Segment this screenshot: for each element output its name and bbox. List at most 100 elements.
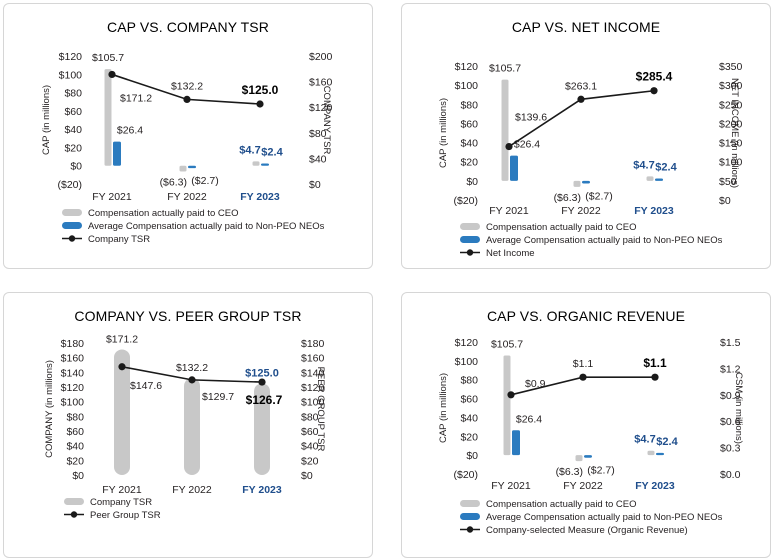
- y2-tick-label: $60: [301, 426, 319, 438]
- y2-tick-label: $80: [301, 411, 319, 423]
- y-tick-label: $0: [70, 161, 82, 173]
- category-label: FY 2022: [167, 191, 207, 203]
- line-point: [577, 95, 585, 103]
- category-label: FY 2021: [92, 191, 132, 203]
- y-tick-label: $100: [61, 397, 85, 409]
- y2-tick-label: $160: [301, 353, 325, 365]
- y-tick-label: $0: [466, 450, 478, 462]
- category-label: FY 2022: [563, 480, 603, 492]
- y2-tick-label: $0.0: [720, 469, 741, 481]
- bar-ceo-2: [646, 176, 654, 181]
- y-tick-label: $60: [460, 394, 478, 406]
- bar-data-label: $2.4: [655, 162, 677, 174]
- chart-title: CAP VS. NET INCOME: [512, 19, 660, 35]
- bar-ceo-1: [179, 165, 187, 172]
- line-data-label: $126.7: [246, 393, 283, 407]
- y-tick-label: $40: [64, 124, 82, 136]
- line-point: [507, 391, 515, 399]
- y-tick-label: $20: [460, 431, 478, 443]
- y-tick-label: $80: [64, 88, 82, 100]
- bar-data-label: ($6.3): [554, 192, 581, 204]
- y2-tick-label: $50: [719, 176, 737, 188]
- y-tick-label: ($20): [453, 469, 478, 481]
- y-axis-title: CAP (in millions): [438, 373, 449, 443]
- y-axis-title: CAP (in millions): [41, 85, 52, 155]
- bar-data-label: $4.7: [239, 144, 260, 156]
- line-data-label: $285.4: [636, 70, 673, 84]
- legend-swatch-marker: [70, 511, 78, 518]
- legend-label: Company-selected Measure (Organic Revenu…: [486, 525, 688, 536]
- legend-label: Company TSR: [90, 497, 152, 508]
- y2-tick-label: $1.5: [720, 337, 741, 349]
- y-tick-label: $80: [66, 411, 84, 423]
- y2-axis-title: CSM (in millions): [733, 372, 744, 444]
- line-data-label: $1.1: [643, 356, 667, 370]
- line-data-label: $129.7: [202, 391, 234, 403]
- y2-tick-label: $0: [301, 470, 313, 482]
- bar-ceo-1: [573, 180, 581, 187]
- legend-swatch-marker: [466, 526, 474, 533]
- line-point: [108, 70, 116, 79]
- bar-data-label: $2.4: [261, 147, 283, 159]
- bar-data-label: $26.4: [516, 413, 542, 425]
- y2-tick-label: $100: [301, 397, 325, 409]
- legend-swatch-neo: [460, 513, 480, 520]
- y2-tick-label: $40: [309, 153, 327, 165]
- line-data-label: $171.2: [120, 92, 152, 104]
- bar-data-label: $171.2: [106, 333, 138, 345]
- category-label: FY 2023: [242, 484, 282, 496]
- y-tick-label: $20: [460, 157, 478, 169]
- line-data-label: $125.0: [242, 83, 279, 97]
- y2-tick-label: $120: [309, 102, 333, 114]
- line-data-label: $139.6: [515, 112, 547, 124]
- y-tick-label: $100: [59, 69, 83, 81]
- y-tick-label: $0: [466, 176, 478, 188]
- bar-data-label: $4.7: [633, 159, 654, 171]
- legend-swatch-neo: [62, 222, 82, 229]
- category-label: FY 2022: [561, 205, 601, 217]
- legend-label: Average Compensation actually paid to No…: [88, 221, 325, 232]
- y-tick-label: $80: [460, 375, 478, 387]
- chart-svg: CAP VS. COMPANY TSR ($20) $0 $20 $40 $60 $80 $1…: [41, 19, 333, 245]
- bar-data-label: $2.4: [656, 436, 678, 448]
- category-label: FY 2022: [172, 484, 212, 496]
- line-point: [579, 373, 587, 381]
- line-data-label: $1.1: [573, 358, 594, 370]
- y2-tick-label: $250: [719, 99, 743, 111]
- bar-data-label: ($2.7): [587, 465, 614, 477]
- chart-svg: COMPANY VS. PEER GROUP TSR $0 $20 $40 $60 $80…: [44, 308, 326, 521]
- y-tick-label: $100: [455, 80, 479, 92]
- chart-svg: CAP VS. NET INCOME ($20) $0 $20 $40 $60 $80 $10…: [438, 19, 743, 259]
- bar-ceo-2: [254, 383, 270, 475]
- bar-data-label: $4.7: [634, 434, 655, 446]
- bar-ceo-0: [114, 349, 130, 475]
- category-label: FY 2023: [634, 205, 674, 217]
- y-tick-label: $120: [59, 51, 83, 63]
- line-point: [183, 95, 191, 103]
- y2-tick-label: $0.9: [720, 390, 741, 402]
- legend-label: Net Income: [486, 248, 535, 259]
- y2-tick-label: $120: [301, 382, 325, 394]
- bar-ceo-0: [501, 79, 509, 181]
- bar-neo-0: [512, 430, 520, 456]
- bar-data-label: $132.2: [176, 362, 208, 374]
- legend-swatch-ceo: [460, 223, 480, 230]
- y2-tick-label: $180: [301, 338, 325, 350]
- line-point: [505, 142, 513, 151]
- y-tick-label: $120: [455, 61, 479, 73]
- legend-swatch-ceo: [460, 500, 480, 507]
- y-tick-label: $160: [61, 353, 85, 365]
- bar-neo-2: [261, 163, 269, 166]
- y-tick-label: $40: [460, 138, 478, 150]
- y-tick-label: $40: [66, 441, 84, 453]
- y-tick-label: ($20): [453, 195, 478, 207]
- line-data-label: $132.2: [171, 80, 203, 92]
- bar-ceo-1: [184, 378, 200, 475]
- y2-axis-title: NET INCOME (in millions): [729, 78, 740, 188]
- bar-data-label: $105.7: [491, 338, 523, 350]
- category-label: FY 2021: [491, 480, 531, 492]
- line-point: [258, 378, 266, 386]
- y2-tick-label: $200: [719, 118, 743, 130]
- y2-axis-title: PEER GROUP TSR: [315, 367, 326, 452]
- y-tick-label: $60: [66, 426, 84, 438]
